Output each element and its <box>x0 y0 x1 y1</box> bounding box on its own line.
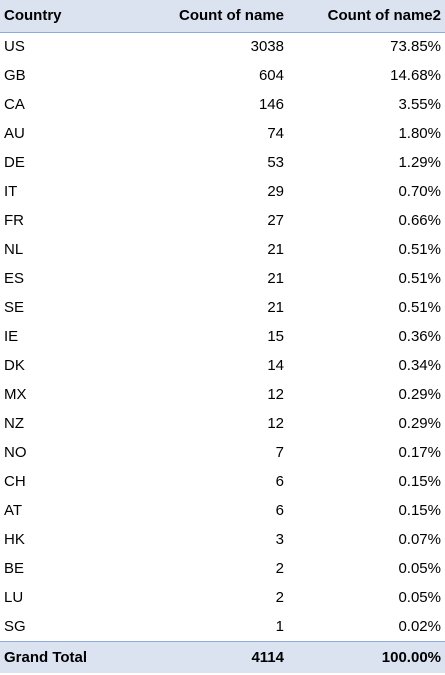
percent-cell[interactable]: 0.70% <box>398 183 441 200</box>
count-cell[interactable]: 14 <box>267 357 284 374</box>
percent-cell[interactable]: 1.29% <box>398 154 441 171</box>
count-cell[interactable]: 12 <box>267 415 284 432</box>
table-row: SE 21 0.51% <box>0 293 445 322</box>
table-row: NL 21 0.51% <box>0 235 445 264</box>
count-cell[interactable]: 27 <box>267 212 284 229</box>
country-cell[interactable]: DE <box>4 154 25 171</box>
country-cell[interactable]: SG <box>4 617 26 635</box>
count-cell[interactable]: 15 <box>267 328 284 345</box>
percent-cell[interactable]: 0.17% <box>398 444 441 461</box>
table-row: US 3038 73.85% <box>0 32 445 61</box>
count-cell[interactable]: 21 <box>267 299 284 316</box>
table-row: HK 3 0.07% <box>0 525 445 554</box>
count-cell[interactable]: 3 <box>275 531 284 548</box>
table-row: DE 53 1.29% <box>0 148 445 177</box>
country-cell[interactable]: DK <box>4 357 25 374</box>
percent-cell[interactable]: 0.05% <box>398 589 441 606</box>
column-header-count-of-name[interactable]: Count of name <box>179 7 284 25</box>
table-row: ES 21 0.51% <box>0 264 445 293</box>
table-row: NZ 12 0.29% <box>0 409 445 438</box>
percent-cell[interactable]: 0.07% <box>398 531 441 548</box>
percent-cell[interactable]: 73.85% <box>390 38 441 56</box>
count-cell[interactable]: 6 <box>275 502 284 519</box>
table-row: FR 27 0.66% <box>0 206 445 235</box>
count-cell[interactable]: 6 <box>275 473 284 490</box>
column-header-country[interactable]: Country <box>4 7 62 25</box>
percent-cell[interactable]: 0.29% <box>398 415 441 432</box>
count-cell[interactable]: 21 <box>267 270 284 287</box>
grand-total-row: Grand Total 4114 100.00% <box>0 641 445 673</box>
country-cell[interactable]: GB <box>4 67 26 84</box>
count-cell[interactable]: 1 <box>275 617 284 635</box>
percent-cell[interactable]: 1.80% <box>398 125 441 142</box>
count-cell[interactable]: 146 <box>258 96 284 113</box>
count-cell[interactable]: 3038 <box>250 38 284 56</box>
percent-cell[interactable]: 0.51% <box>398 241 441 258</box>
country-cell[interactable]: AT <box>4 502 23 519</box>
percent-cell[interactable]: 0.29% <box>398 386 441 403</box>
percent-cell[interactable]: 0.15% <box>398 473 441 490</box>
count-cell[interactable]: 21 <box>267 241 284 258</box>
percent-cell[interactable]: 0.15% <box>398 502 441 519</box>
country-cell[interactable]: IT <box>4 183 18 200</box>
count-cell[interactable]: 12 <box>267 386 284 403</box>
grand-total-count[interactable]: 4114 <box>251 648 284 666</box>
count-cell[interactable]: 29 <box>267 183 284 200</box>
country-cell[interactable]: SE <box>4 299 25 316</box>
percent-cell[interactable]: 0.51% <box>398 270 441 287</box>
percent-cell[interactable]: 0.34% <box>398 357 441 374</box>
table-row: IE 15 0.36% <box>0 322 445 351</box>
country-cell[interactable]: NO <box>4 444 27 461</box>
country-cell[interactable]: CH <box>4 473 26 490</box>
table-row: NO 7 0.17% <box>0 438 445 467</box>
country-cell[interactable]: NZ <box>4 415 24 432</box>
percent-cell[interactable]: 3.55% <box>398 96 441 113</box>
table-row: MX 12 0.29% <box>0 380 445 409</box>
header-row: Country Count of name Count of name2 <box>0 0 445 32</box>
country-cell[interactable]: MX <box>4 386 27 403</box>
grand-total-percent[interactable]: 100.00% <box>381 648 441 666</box>
country-cell[interactable]: AU <box>4 125 25 142</box>
pivot-footer: Grand Total 4114 100.00% <box>0 641 445 673</box>
table-row: LU 2 0.05% <box>0 583 445 612</box>
count-cell[interactable]: 74 <box>267 125 284 142</box>
count-cell[interactable]: 604 <box>258 67 284 84</box>
grand-total-label[interactable]: Grand Total <box>4 648 88 666</box>
pivot-header: Country Count of name Count of name2 <box>0 0 445 32</box>
percent-cell[interactable]: 0.51% <box>398 299 441 316</box>
count-cell[interactable]: 7 <box>275 444 284 461</box>
country-cell[interactable]: BE <box>4 560 25 577</box>
country-cell[interactable]: ES <box>4 270 25 287</box>
count-cell[interactable]: 2 <box>275 560 284 577</box>
pivot-body: US 3038 73.85% GB 604 14.68% CA 146 3.55% AU 74 1.8… <box>0 32 445 641</box>
table-row: SG 1 0.02% <box>0 612 445 641</box>
table-row: CH 6 0.15% <box>0 467 445 496</box>
table-row: DK 14 0.34% <box>0 351 445 380</box>
country-cell[interactable]: HK <box>4 531 25 548</box>
table-row: BE 2 0.05% <box>0 554 445 583</box>
table-row: CA 146 3.55% <box>0 90 445 119</box>
count-cell[interactable]: 53 <box>267 154 284 171</box>
table-row: IT 29 0.70% <box>0 177 445 206</box>
country-cell[interactable]: FR <box>4 212 24 229</box>
percent-cell[interactable]: 0.36% <box>398 328 441 345</box>
country-cell[interactable]: CA <box>4 96 25 113</box>
count-cell[interactable]: 2 <box>275 589 284 606</box>
column-header-count-of-name2[interactable]: Count of name2 <box>327 7 441 25</box>
country-cell[interactable]: NL <box>4 241 24 258</box>
country-cell[interactable]: US <box>4 38 25 56</box>
percent-cell[interactable]: 14.68% <box>390 67 441 84</box>
percent-cell[interactable]: 0.02% <box>398 617 441 635</box>
percent-cell[interactable]: 0.05% <box>398 560 441 577</box>
table-row: AU 74 1.80% <box>0 119 445 148</box>
country-cell[interactable]: LU <box>4 589 24 606</box>
percent-cell[interactable]: 0.66% <box>398 212 441 229</box>
country-cell[interactable]: IE <box>4 328 19 345</box>
table-row: AT 6 0.15% <box>0 496 445 525</box>
table-row: GB 604 14.68% <box>0 61 445 90</box>
